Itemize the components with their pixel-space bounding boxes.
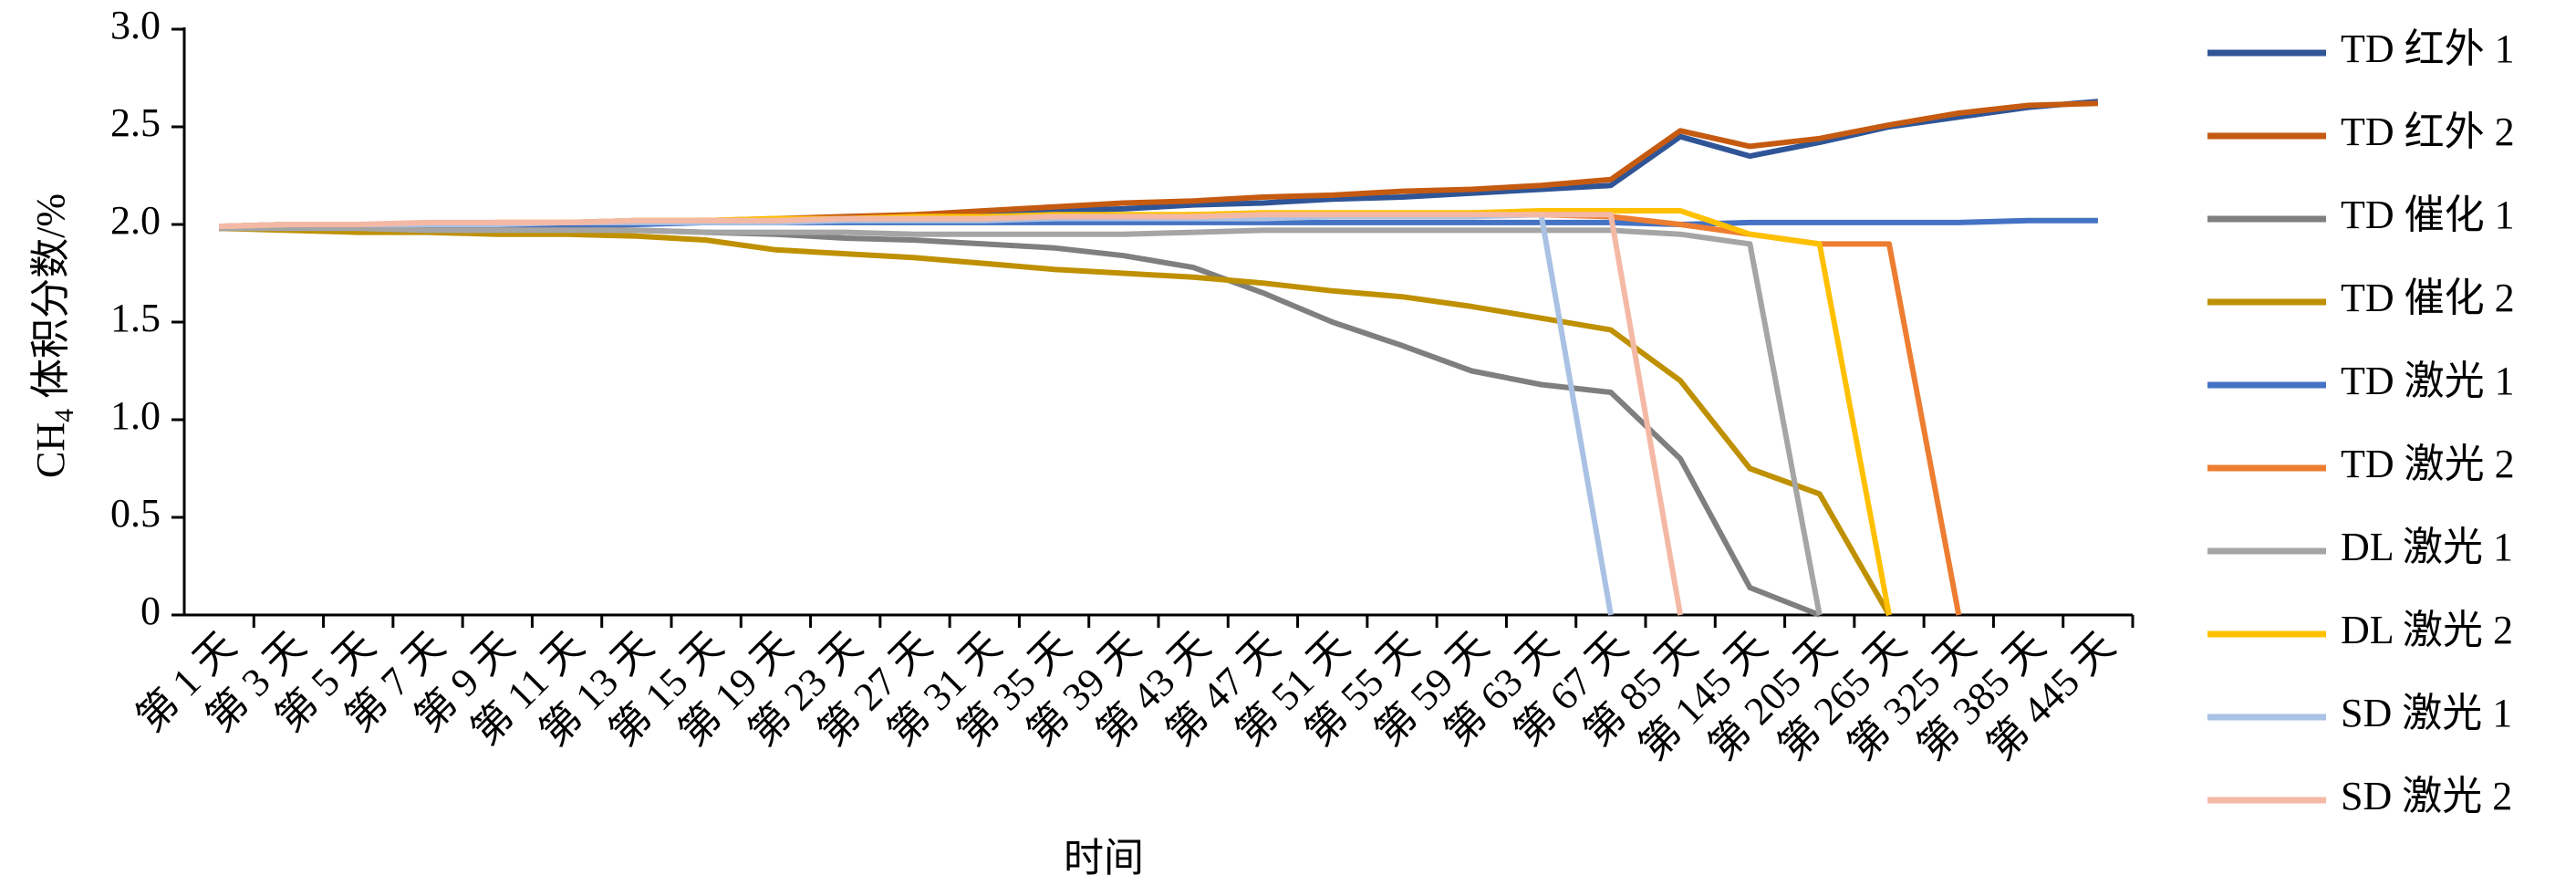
y-tick-label: 2.0 [110, 198, 161, 243]
series-line [219, 225, 1892, 617]
y-tick-label: 1.5 [110, 296, 161, 340]
y-label-sub: 4 [49, 409, 79, 422]
legend-label: TD 催化 1 [2341, 193, 2515, 237]
y-tick-label: 2.5 [110, 100, 161, 145]
legend-label: TD 激光 1 [2341, 359, 2515, 403]
y-tick-label: 1.0 [110, 393, 161, 438]
y-axis-label: CH4 体积分数/% [28, 193, 79, 478]
series-line [219, 225, 1823, 616]
y-tick-label: 0.5 [110, 491, 161, 536]
legend-label: DL 激光 1 [2341, 525, 2513, 569]
series-line [219, 99, 2099, 232]
series-line [219, 212, 1614, 616]
legend-label: DL 激光 2 [2341, 608, 2513, 652]
x-axis-label: 时间 [1064, 836, 1144, 880]
y-tick-label: 3.0 [110, 3, 161, 47]
legend-label: TD 红外 2 [2341, 109, 2515, 154]
legend-label: SD 激光 1 [2341, 691, 2512, 735]
series-line [219, 212, 1962, 616]
legend-label: TD 红外 1 [2341, 26, 2515, 71]
y-label-main: CH [28, 422, 73, 478]
y-tick-label: 0 [140, 589, 161, 633]
legend-label: SD 激光 2 [2341, 774, 2512, 818]
y-label-rest: 体积分数/% [28, 193, 73, 409]
legend-label: TD 催化 2 [2341, 276, 2515, 320]
series-line [219, 212, 1684, 616]
legend-label: TD 激光 2 [2341, 442, 2515, 486]
